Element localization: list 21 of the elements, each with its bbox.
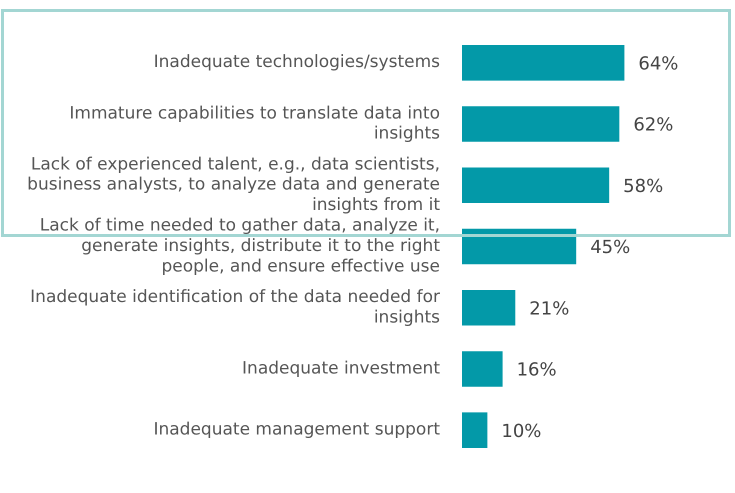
data-label: 21% [529,298,570,320]
bar [462,45,624,81]
data-label: 45% [590,237,630,258]
y-tick-label: Inadequate technologies/systems [154,52,440,72]
bar [462,228,576,264]
y-tick-label: Lack of time needed to gather data, analyze it, generate insights, distribute it to the right people, and ensure effective use [40,216,440,276]
data-label: 62% [633,114,674,136]
data-label: 16% [516,360,557,381]
bar [462,106,620,142]
bar [462,412,488,448]
data-label: 64% [638,53,678,74]
bar [462,290,516,326]
data-label: 10% [501,420,542,442]
y-tick-label: Immature capabilities to translate data into insights [69,103,440,144]
y-tick-label: Inadequate management support [153,420,440,440]
bar [462,351,503,387]
bar [462,168,610,204]
data-label: 58% [623,176,664,197]
y-tick-label: Lack of experienced talent, e.g., data scientists, business analysts, to analyze data and generate insights from it [27,154,440,216]
y-tick-label: Inadequate investment [242,358,440,378]
y-tick-label: Inadequate identification of the data needed for insights [30,286,440,328]
